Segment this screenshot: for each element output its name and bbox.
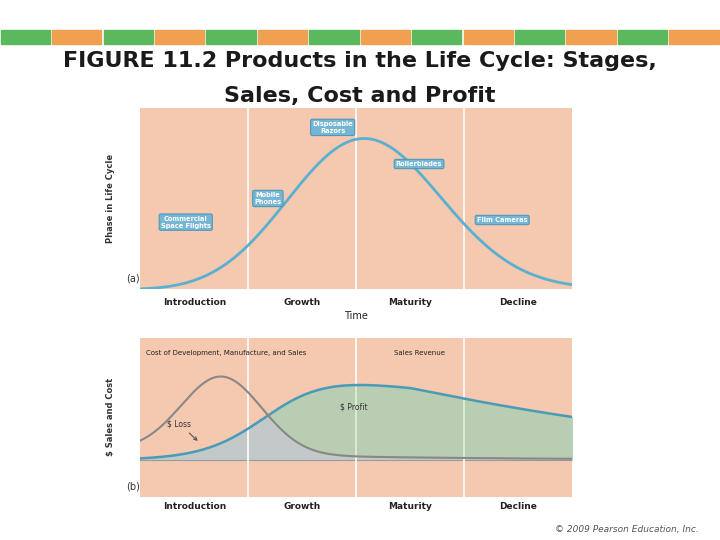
- Bar: [670, 30, 719, 44]
- Bar: [618, 30, 667, 44]
- Text: Commercial
Space Flights: Commercial Space Flights: [161, 215, 211, 228]
- Text: Disposable
Razors: Disposable Razors: [312, 121, 353, 134]
- Text: FIGURE 11.2 Products in the Life Cycle: Stages,: FIGURE 11.2 Products in the Life Cycle: …: [63, 51, 657, 71]
- Text: Growth: Growth: [284, 502, 321, 511]
- Text: Phase in Life Cycle: Phase in Life Cycle: [106, 154, 114, 243]
- Text: Rollerblades: Rollerblades: [396, 161, 442, 167]
- Text: Maturity: Maturity: [389, 502, 432, 511]
- Text: $ Profit: $ Profit: [341, 403, 368, 412]
- Text: Decline: Decline: [500, 299, 537, 307]
- Bar: [361, 30, 410, 44]
- Text: Film Cameras: Film Cameras: [477, 217, 528, 223]
- Text: Decline: Decline: [500, 502, 537, 511]
- Bar: [258, 30, 307, 44]
- Text: Mobile
Phones: Mobile Phones: [254, 192, 282, 205]
- Text: (a): (a): [126, 274, 140, 284]
- Bar: [1, 30, 50, 44]
- Text: Introduction: Introduction: [163, 502, 226, 511]
- Bar: [412, 30, 462, 44]
- Text: Time: Time: [344, 311, 369, 321]
- Text: Cost of Development, Manufacture, and Sales: Cost of Development, Manufacture, and Sa…: [145, 350, 306, 356]
- Text: $ Sales and Cost: $ Sales and Cost: [106, 378, 114, 456]
- Text: Maturity: Maturity: [389, 299, 432, 307]
- Text: Introduction: Introduction: [163, 299, 226, 307]
- Bar: [567, 30, 616, 44]
- Text: Sales, Cost and Profit: Sales, Cost and Profit: [224, 86, 496, 106]
- Text: Growth: Growth: [284, 299, 321, 307]
- Text: (b): (b): [126, 482, 140, 492]
- Bar: [104, 30, 153, 44]
- Bar: [52, 30, 102, 44]
- Text: © 2009 Pearson Education, Inc.: © 2009 Pearson Education, Inc.: [554, 524, 698, 534]
- Text: Sales Revenue: Sales Revenue: [395, 350, 445, 356]
- Bar: [464, 30, 513, 44]
- Text: $ Loss: $ Loss: [167, 420, 197, 440]
- Bar: [515, 30, 564, 44]
- Bar: [310, 30, 359, 44]
- Bar: [207, 30, 256, 44]
- Bar: [155, 30, 204, 44]
